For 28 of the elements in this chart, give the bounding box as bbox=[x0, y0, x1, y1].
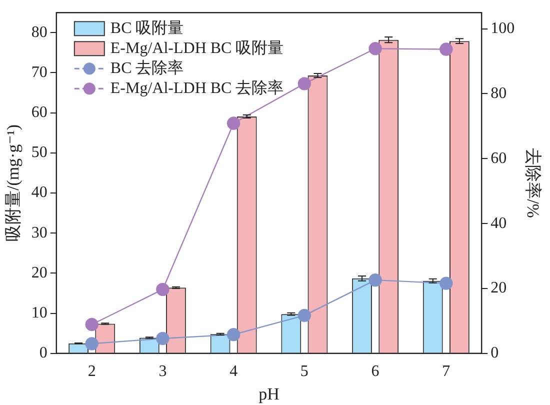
y-tick-label: 70 bbox=[31, 64, 48, 81]
legend-label: E-Mg/Al-LDH BC 吸附量 bbox=[110, 40, 284, 57]
y-tick-label: 80 bbox=[31, 24, 48, 41]
y2-tick-label: 80 bbox=[490, 84, 507, 102]
x-tick-label: 7 bbox=[442, 363, 450, 380]
y-tick-label: 10 bbox=[31, 304, 48, 322]
y-tick-label: 0 bbox=[39, 344, 48, 362]
y2-tick-label: 100 bbox=[490, 20, 515, 38]
x-tick-label: 3 bbox=[158, 363, 167, 380]
legend-label: E-Mg/Al-LDH BC 去除率 bbox=[110, 78, 284, 97]
legend-label: BC 吸附量 bbox=[110, 20, 184, 37]
x-tick-label: 6 bbox=[371, 363, 380, 380]
legend-label: BC 去除率 bbox=[110, 58, 184, 77]
y2-tick-label: 20 bbox=[490, 280, 507, 297]
y2-tick-label: 0 bbox=[490, 344, 499, 362]
y2-axis-title: 去除率/% bbox=[523, 148, 542, 218]
x-tick-label: 4 bbox=[230, 363, 238, 380]
y-tick-label: 60 bbox=[31, 104, 48, 122]
x-tick-label: 2 bbox=[88, 363, 96, 380]
y-tick-label: 30 bbox=[31, 224, 48, 242]
x-tick-label: 5 bbox=[300, 363, 308, 380]
y2-tick-label: 60 bbox=[490, 150, 507, 167]
x-axis-title: pH bbox=[258, 384, 280, 404]
y-tick-label: 40 bbox=[31, 184, 48, 202]
y-tick-label: 50 bbox=[31, 144, 48, 162]
y2-tick-label: 40 bbox=[490, 214, 507, 232]
y-axis-title: 吸附量/(mg·g⁻¹) bbox=[4, 124, 23, 242]
y-tick-label: 20 bbox=[31, 264, 48, 282]
